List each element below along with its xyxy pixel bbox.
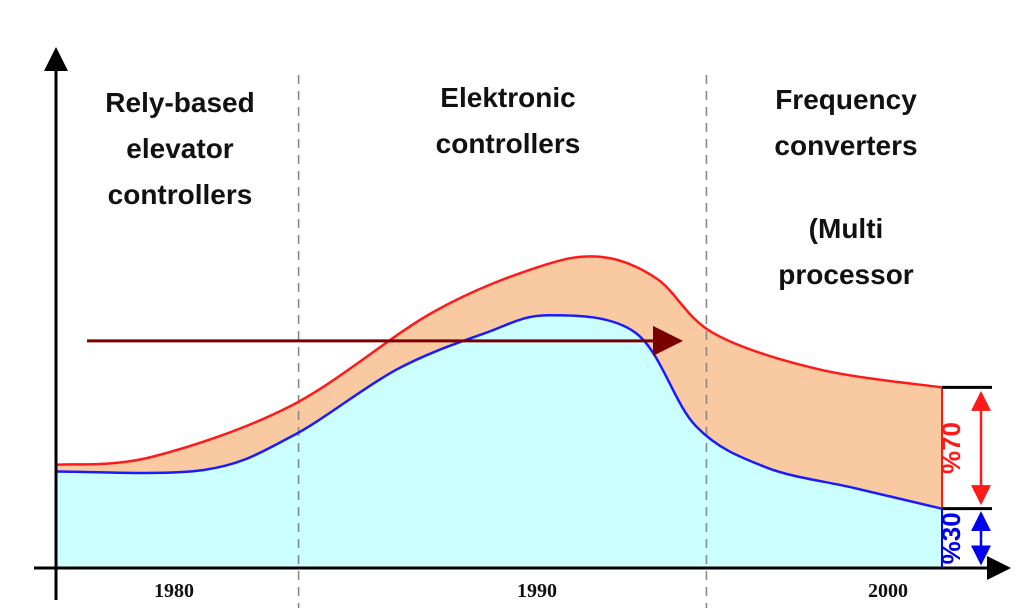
x-tick-label: 2000 — [868, 580, 908, 602]
era-label-frequency-line-1: Frequency — [775, 84, 917, 115]
lower-series-line — [55, 313, 943, 510]
era-label-relay-line-1: Rely-based — [105, 87, 254, 118]
upper-series-line — [55, 255, 943, 467]
era-label-electronic-line-2: controllers — [436, 128, 581, 159]
era-label-frequency-line-4: (Multi — [809, 213, 884, 244]
x-tick-label: 1990 — [517, 580, 557, 602]
era-label-frequency-line-5: processor — [778, 259, 913, 290]
era-label-relay-line-3: controllers — [108, 179, 253, 210]
share-30-label: %30 — [936, 512, 966, 564]
era-label-frequency-line-2: converters — [774, 130, 917, 161]
era-label-electronic-line-1: Elektronic — [440, 82, 575, 113]
x-tick-label: 1980 — [154, 580, 194, 602]
lower-series-area — [56, 315, 942, 568]
share-70-label: %70 — [936, 422, 966, 474]
era-label-relay-line-2: elevator — [126, 133, 233, 164]
